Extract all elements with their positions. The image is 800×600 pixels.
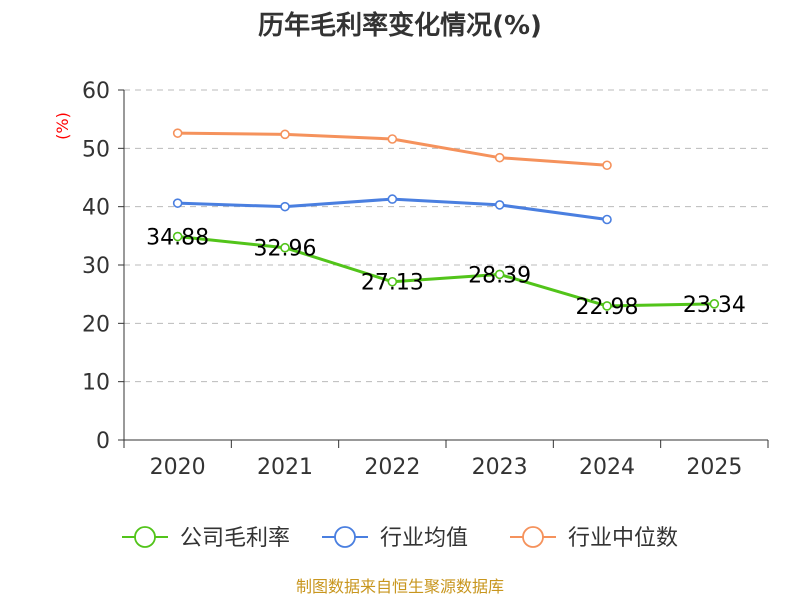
data-labels: 34.88 32.96 27.13 28.39 22.98 23.34 — [146, 226, 746, 320]
legend: 公司毛利率 行业均值 行业中位数 — [122, 526, 678, 551]
legend-label: 行业均值 — [380, 526, 468, 551]
data-point — [387, 194, 398, 204]
x-tick-label: 2025 — [686, 455, 742, 480]
data-label: 27.13 — [361, 271, 424, 296]
legend-marker — [334, 526, 356, 548]
axes: 0 10 20 30 40 50 60 2020 2021 2022 2023 2024 2025 — [82, 79, 769, 480]
data-label: 28.39 — [468, 263, 531, 288]
data-point — [280, 242, 290, 253]
data-label: 32.96 — [254, 237, 317, 262]
source-note: 制图数据来自恒生聚源数据库 — [296, 577, 504, 596]
data-point — [602, 160, 612, 171]
data-point — [172, 231, 183, 242]
legend-label: 公司毛利率 — [180, 526, 290, 551]
x-tick-label: 2020 — [150, 455, 206, 480]
y-tick-label: 50 — [82, 137, 110, 162]
chart-title: 历年毛利率变化情况(%) — [258, 10, 542, 41]
data-point — [494, 152, 505, 163]
y-tick-label: 60 — [82, 79, 110, 104]
data-point — [172, 198, 183, 208]
y-tick-label: 10 — [82, 371, 110, 396]
data-point — [387, 276, 398, 287]
y-tick-label: 40 — [82, 196, 110, 221]
x-tick-label: 2023 — [472, 455, 528, 480]
x-tick-label: 2021 — [257, 455, 313, 480]
x-tick-label: 2024 — [579, 455, 635, 480]
legend-marker — [522, 526, 544, 548]
legend-label: 行业中位数 — [568, 526, 678, 551]
legend-marker — [134, 526, 156, 548]
data-point — [602, 301, 612, 311]
data-point — [494, 200, 505, 210]
y-tick-label: 0 — [96, 429, 110, 454]
data-point — [602, 214, 612, 225]
data-label: 23.34 — [683, 293, 746, 318]
data-label: 34.88 — [146, 226, 209, 251]
data-label: 22.98 — [576, 295, 639, 320]
data-point — [709, 299, 720, 309]
y-tick-label: 20 — [82, 312, 110, 337]
data-point — [387, 134, 398, 144]
y-axis-unit: (%) — [53, 112, 72, 140]
series-line — [177, 235, 715, 308]
data-point — [494, 269, 505, 280]
series-lines — [172, 128, 720, 311]
y-tick-label: 30 — [82, 254, 110, 279]
data-point — [172, 128, 183, 138]
x-tick-label: 2022 — [364, 455, 420, 480]
data-point — [280, 201, 290, 212]
data-point — [280, 129, 290, 140]
